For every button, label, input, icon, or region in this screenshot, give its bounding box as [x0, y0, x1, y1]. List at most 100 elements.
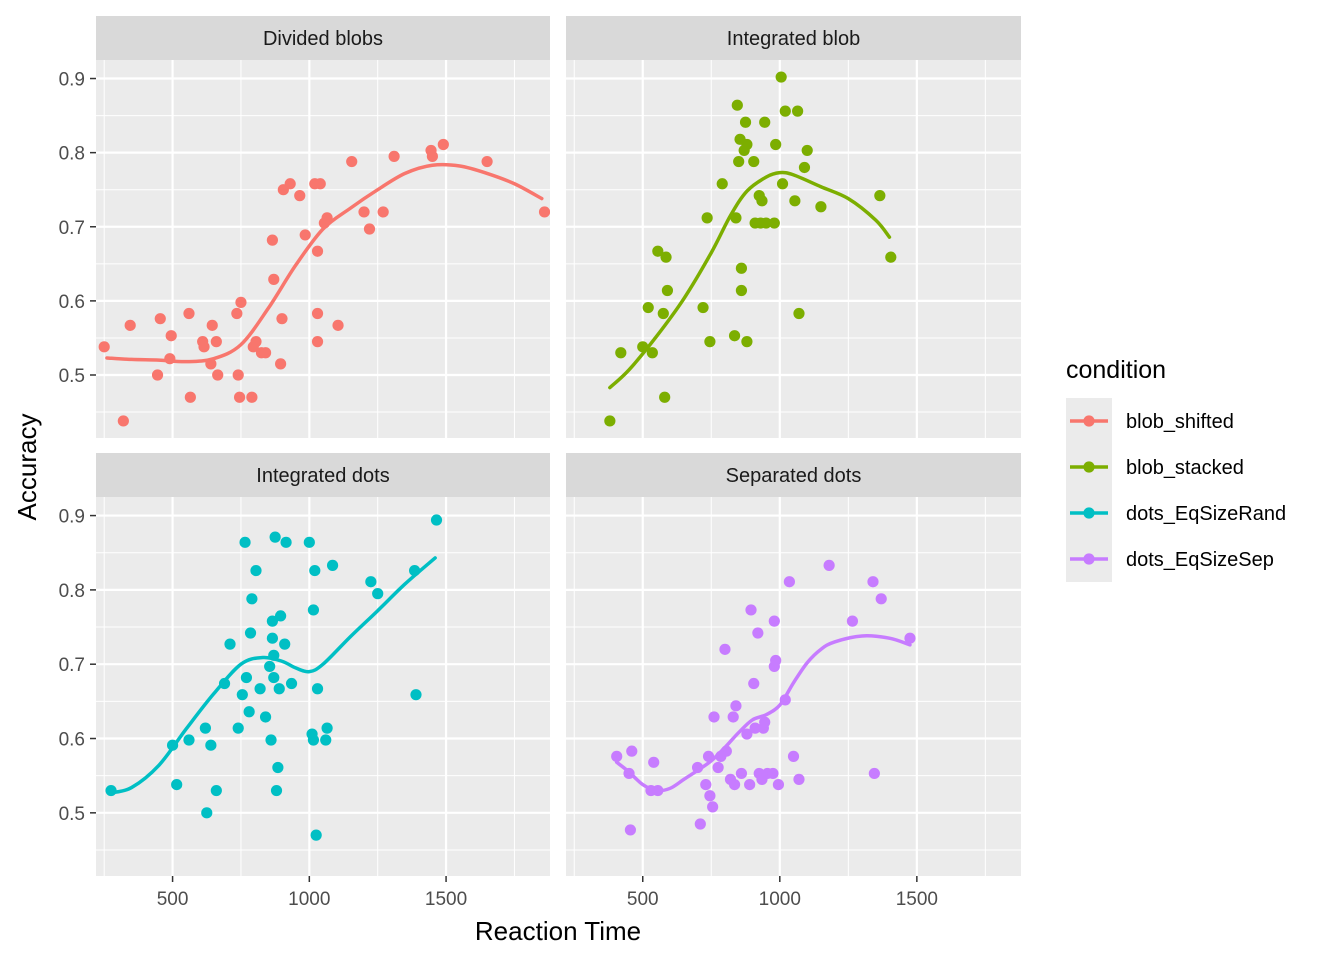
x-tick-label: 500 — [627, 889, 659, 910]
smooth-trend-line — [608, 170, 892, 390]
legend-key-background — [1066, 398, 1112, 582]
data-point — [430, 514, 443, 526]
data-point — [728, 778, 741, 791]
panel-background — [566, 497, 1021, 876]
x-tick-label: 500 — [157, 889, 189, 910]
data-point — [652, 245, 664, 257]
data-point — [707, 801, 719, 813]
data-point — [700, 778, 712, 791]
axes: 0.5 0.6 0.7 0.8 0.9 0.5 0.6 0.7 0.8 0.9 500 1000 150… — [59, 70, 938, 910]
data-point — [184, 391, 196, 403]
data-point — [206, 319, 218, 331]
data-point — [358, 206, 370, 218]
facet-strip-label: Divided blobs — [263, 28, 383, 50]
data-point — [210, 336, 222, 348]
data-point — [246, 593, 258, 605]
data-point — [741, 336, 753, 348]
data-point — [760, 217, 772, 229]
data-point — [212, 369, 224, 381]
data-point — [770, 654, 782, 667]
data-point — [611, 750, 623, 762]
data-point — [648, 756, 660, 768]
data-point — [332, 319, 344, 331]
y-tick-label: 0.8 — [59, 581, 85, 602]
series-marks — [98, 138, 550, 427]
data-point — [259, 711, 272, 723]
data-point — [744, 778, 756, 791]
y-tick-label: 0.9 — [59, 70, 85, 91]
data-point — [314, 178, 326, 190]
data-point — [299, 229, 311, 241]
data-point — [280, 536, 292, 548]
legend-item: dots_EqSizeSep — [1070, 549, 1274, 571]
data-point — [748, 155, 760, 168]
data-point — [874, 190, 886, 202]
data-point — [759, 716, 771, 728]
gridlines — [566, 60, 1021, 438]
data-point — [759, 116, 771, 128]
series-marks — [604, 71, 897, 427]
data-point — [741, 728, 753, 740]
data-point — [183, 307, 195, 320]
panel-background — [96, 497, 550, 876]
smooth-trend-line — [614, 634, 912, 793]
data-point — [117, 415, 129, 427]
data-point — [801, 144, 813, 157]
data-point — [787, 750, 800, 762]
data-point — [642, 301, 654, 314]
data-point — [309, 564, 321, 577]
data-point — [904, 632, 916, 644]
data-point — [624, 824, 637, 836]
y-tick-label: 0.8 — [59, 144, 85, 165]
legend-title: condition — [1066, 356, 1166, 384]
data-point — [165, 330, 177, 342]
data-point — [697, 301, 709, 314]
data-point — [719, 643, 731, 655]
data-point — [783, 576, 795, 588]
data-point — [733, 155, 745, 168]
data-point — [604, 415, 616, 427]
data-point — [154, 313, 166, 325]
data-point — [273, 683, 285, 695]
data-point — [767, 767, 779, 780]
data-point — [867, 576, 879, 588]
data-point — [735, 262, 748, 274]
data-point — [615, 347, 627, 359]
legend-key-point — [1083, 415, 1095, 427]
data-point — [437, 138, 449, 151]
data-point — [741, 138, 753, 151]
data-point — [776, 178, 789, 190]
data-point — [346, 155, 358, 168]
y-tick-label: 0.7 — [59, 655, 85, 676]
x-tick-label: 1500 — [896, 889, 938, 910]
data-point — [205, 739, 217, 751]
data-point — [272, 761, 284, 774]
data-point — [739, 116, 752, 128]
data-point — [752, 627, 764, 639]
data-point — [657, 307, 669, 320]
data-point — [815, 201, 827, 213]
legend: condition blob_shifted blob_stacked dots_E… — [1066, 356, 1286, 582]
data-point — [779, 105, 791, 117]
data-point — [232, 722, 244, 734]
data-point — [775, 71, 787, 83]
data-point — [268, 671, 280, 684]
data-point — [363, 223, 376, 235]
data-point — [701, 212, 713, 224]
data-point — [798, 161, 811, 174]
data-point — [768, 615, 780, 627]
data-point — [321, 722, 333, 734]
data-point — [704, 336, 716, 348]
data-point — [868, 767, 880, 780]
data-point — [377, 206, 389, 218]
facet-strip — [96, 16, 550, 60]
data-point — [792, 105, 804, 117]
panel-background — [566, 60, 1021, 438]
data-point — [727, 711, 739, 723]
data-point — [98, 341, 110, 353]
data-point — [246, 391, 258, 403]
data-point — [244, 627, 257, 639]
data-point — [793, 307, 805, 320]
data-point — [660, 251, 672, 263]
